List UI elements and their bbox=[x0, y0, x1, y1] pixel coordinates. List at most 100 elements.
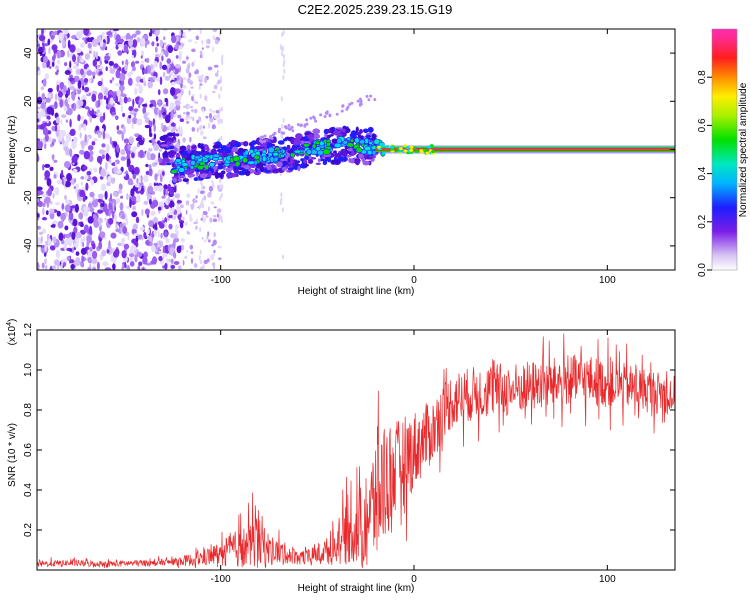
noise-cell bbox=[129, 261, 135, 267]
noise-cell bbox=[97, 132, 102, 139]
band-cell bbox=[346, 105, 350, 109]
noise-cell bbox=[166, 58, 172, 64]
noise-cell bbox=[164, 114, 171, 124]
noise-cell bbox=[82, 235, 86, 242]
noise-cell bbox=[138, 175, 142, 184]
noise-cell bbox=[42, 78, 47, 87]
snr-x-tick-label: -100 bbox=[211, 574, 231, 585]
band-cell bbox=[299, 123, 303, 127]
noise-cell bbox=[108, 61, 115, 66]
band-cell bbox=[277, 140, 285, 145]
noise-cell bbox=[212, 29, 218, 33]
noise-cell bbox=[132, 66, 136, 72]
noise-cell bbox=[194, 60, 196, 63]
noise-cell bbox=[188, 29, 192, 32]
band-cell bbox=[335, 112, 339, 116]
noise-cell bbox=[191, 61, 195, 67]
noise-cell bbox=[171, 35, 177, 44]
noise-cell bbox=[113, 141, 118, 148]
ridge-cell bbox=[427, 145, 432, 149]
streak-cell bbox=[202, 203, 205, 209]
noise-cell bbox=[216, 70, 219, 73]
noise-cell bbox=[193, 221, 198, 225]
band-cell bbox=[333, 150, 337, 154]
noise-cell bbox=[101, 31, 105, 37]
noise-cell bbox=[154, 159, 159, 164]
noise-cell bbox=[119, 72, 126, 82]
band-cell bbox=[312, 133, 321, 140]
noise-cell bbox=[77, 114, 81, 122]
noise-cell bbox=[210, 189, 213, 192]
noise-cell bbox=[69, 44, 76, 53]
noise-cell bbox=[113, 63, 119, 68]
noise-cell bbox=[62, 262, 67, 267]
band-cell bbox=[312, 115, 315, 119]
band-cell bbox=[250, 144, 255, 150]
ridge-cell bbox=[409, 148, 414, 152]
noise-cell bbox=[97, 112, 103, 117]
noise-cell bbox=[52, 138, 56, 143]
noise-cell bbox=[162, 88, 169, 95]
noise-cell bbox=[109, 68, 116, 74]
noise-cell bbox=[104, 190, 108, 200]
noise-cell bbox=[61, 114, 67, 118]
band-cell bbox=[179, 145, 187, 151]
noise-cell bbox=[65, 110, 73, 116]
noise-cell bbox=[80, 123, 85, 128]
noise-cell bbox=[179, 118, 184, 123]
noise-cell bbox=[217, 79, 220, 85]
streak-cell bbox=[280, 51, 283, 57]
noise-cell bbox=[164, 97, 168, 103]
noise-cell bbox=[166, 64, 171, 69]
noise-cell bbox=[148, 220, 154, 228]
noise-cell bbox=[144, 208, 150, 215]
streak-cell bbox=[199, 267, 202, 270]
noise-cell bbox=[37, 43, 41, 48]
noise-cell bbox=[191, 95, 194, 102]
noise-cell bbox=[102, 261, 109, 267]
noise-cell bbox=[42, 43, 45, 52]
snr-x-tick-label: 100 bbox=[599, 574, 616, 585]
noise-cell bbox=[139, 226, 145, 231]
band-cell bbox=[305, 118, 309, 122]
noise-cell bbox=[101, 249, 107, 257]
noise-cell bbox=[79, 132, 82, 139]
noise-cell bbox=[211, 124, 216, 130]
streak-cell bbox=[218, 214, 221, 220]
noise-cell bbox=[170, 110, 174, 120]
band-cell bbox=[327, 156, 332, 163]
noise-cell bbox=[199, 190, 205, 195]
spectrogram-x-tick-label: -100 bbox=[211, 275, 231, 286]
noise-cell bbox=[192, 116, 195, 122]
ridge-cell bbox=[381, 151, 386, 155]
ridge-cell bbox=[311, 143, 317, 149]
noise-cell bbox=[175, 133, 180, 137]
noise-cell bbox=[157, 206, 162, 211]
noise-cell bbox=[87, 267, 91, 270]
noise-cell bbox=[161, 64, 168, 71]
noise-cell bbox=[73, 242, 79, 248]
noise-cell bbox=[106, 97, 109, 105]
ridge-cell bbox=[269, 156, 275, 163]
band-cell bbox=[199, 169, 205, 174]
noise-cell bbox=[128, 115, 132, 119]
noise-cell bbox=[86, 70, 93, 76]
noise-cell bbox=[51, 44, 58, 51]
noise-cell bbox=[89, 150, 94, 156]
noise-cell bbox=[130, 244, 137, 252]
noise-cell bbox=[135, 30, 141, 35]
band-cell bbox=[286, 144, 291, 150]
noise-cell bbox=[132, 98, 135, 108]
noise-cell bbox=[206, 258, 210, 263]
band-cell bbox=[240, 162, 245, 167]
noise-cell bbox=[203, 211, 208, 216]
noise-cell bbox=[182, 260, 185, 266]
noise-cell bbox=[116, 89, 122, 98]
noise-cell bbox=[207, 66, 213, 71]
noise-cell bbox=[100, 183, 107, 192]
noise-cell bbox=[149, 198, 152, 205]
noise-cell bbox=[159, 39, 164, 48]
noise-cell bbox=[63, 233, 66, 240]
noise-cell bbox=[69, 74, 73, 78]
noise-cell bbox=[63, 105, 68, 112]
